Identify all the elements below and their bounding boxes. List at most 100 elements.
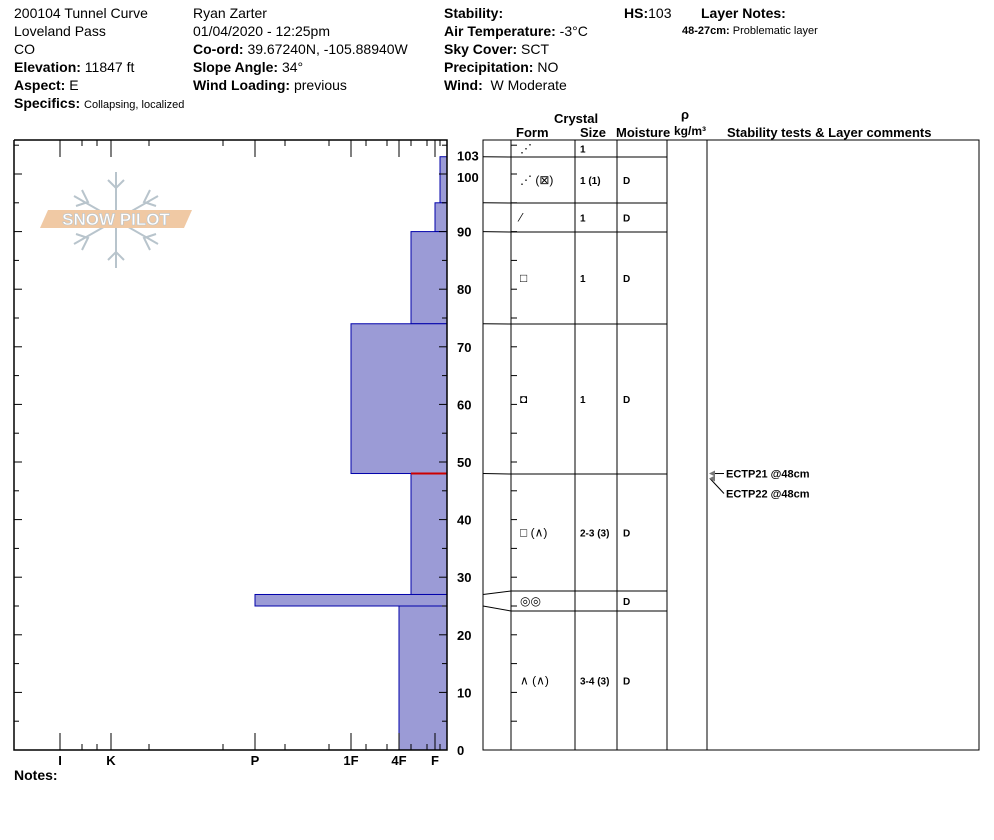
crystal-size: 2-3 (3)	[580, 529, 609, 540]
depth-tick-label: 40	[457, 513, 471, 528]
coord-value: 39.67240N, -105.88940W	[247, 41, 408, 57]
stability-test-result: ECTP22 @48cm	[726, 489, 810, 501]
crystal-size: 1	[580, 145, 586, 156]
wind: Wind: W Moderate	[444, 76, 567, 94]
wind-loading-label: Wind Loading:	[193, 77, 291, 93]
moisture-value: D	[623, 214, 630, 225]
wind-loading: Wind Loading: previous	[193, 76, 347, 94]
slope-value: 34°	[281, 59, 304, 75]
crystal-size: 1 (1)	[580, 176, 601, 187]
hardness-bar	[254, 593, 448, 607]
specifics-value: Collapsing, localized	[84, 99, 185, 111]
layer-note: 48-27cm: Problematic layer	[682, 22, 818, 40]
density-unit: kg/m³	[674, 124, 707, 138]
hardness-tick-label: K	[106, 753, 116, 768]
depth-tick-label: 60	[457, 397, 471, 412]
air-temp-label: Air Temperature:	[444, 23, 556, 39]
slope-label: Slope Angle:	[193, 59, 279, 75]
stability: Stability:	[444, 4, 503, 22]
coord-label: Co-ord:	[193, 41, 244, 57]
sky-label: Sky Cover:	[444, 41, 518, 57]
moisture-value: D	[623, 677, 630, 688]
layer-note-text: Problematic layer	[732, 25, 818, 37]
form-header: Form	[516, 125, 549, 140]
stability-label: Stability:	[444, 5, 504, 21]
stability-test-result: ECTP21 @48cm	[726, 469, 810, 481]
arrow-icon	[709, 475, 715, 482]
hardness-bar	[398, 605, 448, 751]
crystal-form: ◘	[520, 392, 527, 406]
comments-header: Stability tests & Layer comments	[727, 125, 932, 140]
depth-tick-label: 80	[457, 282, 471, 297]
depth-tick-label: 30	[457, 570, 471, 585]
aspect-value: E	[69, 77, 79, 93]
snowpilot-logo: SNOW PILOT	[38, 170, 194, 270]
depth-tick-label: 10	[457, 685, 471, 700]
coordinates: Co-ord: 39.67240N, -105.88940W	[193, 40, 408, 58]
wind-value: W Moderate	[490, 77, 567, 93]
hardness-tick-label: F	[431, 753, 439, 768]
layer-connector-line	[482, 605, 512, 612]
area-name: Loveland Pass	[14, 23, 106, 39]
wind-loading-value: previous	[293, 77, 347, 93]
crystal-size: 1	[580, 395, 586, 406]
specifics: Specifics: Collapsing, localized	[14, 94, 184, 114]
crystal-size: 3-4 (3)	[580, 677, 609, 688]
elevation-value: 11847 ft	[84, 59, 135, 75]
crystal-size: 1	[580, 214, 586, 225]
depth-tick-label: 100	[457, 170, 479, 185]
crystal-form: ◎◎	[520, 594, 541, 608]
layer-note-range: 48-27cm:	[682, 25, 730, 37]
moisture-value: D	[623, 274, 630, 285]
depth-tick-label: 70	[457, 340, 471, 355]
crystal-form: ∧ (∧)	[520, 674, 549, 688]
layer-notes-label: Layer Notes:	[701, 5, 786, 21]
snowflake-icon: SNOW PILOT	[40, 172, 192, 268]
moisture-value: D	[623, 176, 630, 187]
wind-label: Wind:	[444, 77, 483, 93]
size-header: Size	[580, 125, 607, 140]
air-temp-value: -3°C	[559, 23, 588, 39]
precipitation: Precipitation: NO	[444, 58, 558, 76]
elevation-label: Elevation:	[14, 59, 81, 75]
arrow-icon	[709, 470, 715, 477]
notes-label: Notes:	[14, 767, 58, 783]
crystal-form: □	[520, 271, 527, 285]
observer: Ryan Zarter	[193, 5, 267, 21]
hardness-tick-label: I	[58, 753, 62, 768]
density-symbol: ρ	[681, 107, 690, 122]
specifics-label: Specifics:	[14, 95, 81, 111]
air-temperature: Air Temperature: -3°C	[444, 22, 588, 40]
sky-cover: Sky Cover: SCT	[444, 40, 549, 58]
state: CO	[14, 41, 35, 57]
depth-tick-label: 103	[457, 149, 479, 164]
hs-value: 103	[648, 5, 672, 21]
logo-text: SNOW PILOT	[62, 210, 170, 229]
hardness-bar	[410, 473, 448, 595]
depth-tick-label: 0	[457, 743, 464, 758]
hardness-bar	[350, 323, 448, 475]
crystal-form: ⁄	[517, 211, 524, 225]
hardness-tick-label: 4F	[391, 753, 406, 768]
moisture-value: D	[623, 395, 630, 406]
layer-connector-line	[482, 590, 512, 595]
hardness-tick-label: 1F	[343, 753, 358, 768]
precip-value: NO	[537, 59, 559, 75]
crystal-form: ⋰	[520, 142, 532, 156]
aspect-label: Aspect:	[14, 77, 66, 93]
moisture-value: D	[623, 529, 630, 540]
moisture-header: Moisture	[616, 125, 671, 140]
crystal-header: Crystal	[554, 111, 599, 126]
hs-label: HS:	[624, 5, 649, 21]
hardness-bar	[434, 202, 448, 233]
moisture-value: D	[623, 597, 630, 608]
table-frame	[482, 139, 980, 751]
hardness-tick-label: P	[251, 753, 260, 768]
depth-tick-label: 50	[457, 455, 471, 470]
aspect: Aspect: E	[14, 76, 79, 94]
sky-value: SCT	[521, 41, 550, 57]
datetime: 01/04/2020 - 12:25pm	[193, 23, 330, 39]
crystal-size: 1	[580, 274, 586, 285]
slope-angle: Slope Angle: 34°	[193, 58, 303, 76]
